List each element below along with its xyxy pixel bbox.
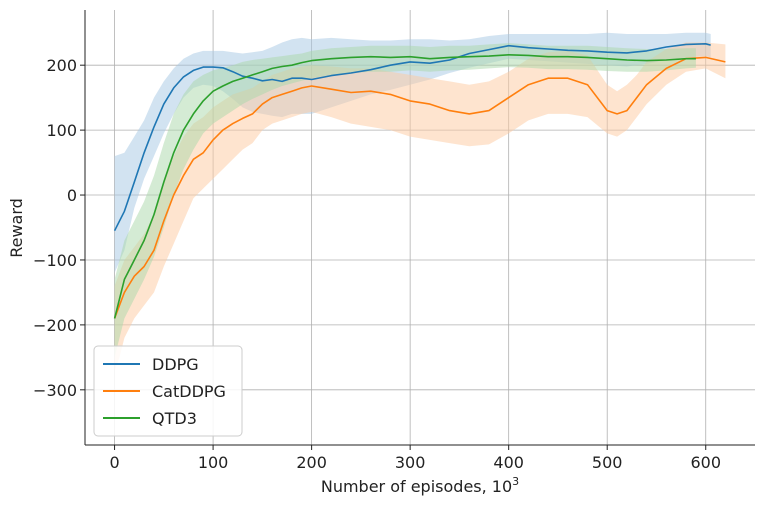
legend-box [93,345,243,437]
y-tick-label: −100 [33,251,77,270]
y-tick-label: 0 [67,186,77,205]
catddpg-line [113,56,726,319]
legend-label-qtd3: QTD3 [152,409,197,428]
y-axis-title: Reward [7,198,26,258]
ddpg-line [113,42,711,232]
x-tick-label: 200 [296,453,327,472]
x-tick-label: 100 [198,453,229,472]
legend: DDPG CatDDPG QTD3 [93,345,243,437]
tick-labels: 0 100 200 300 400 500 600 −300 −200 −100 0 100 200 [33,56,721,472]
axes [80,10,755,450]
qtd3-line [113,53,696,319]
y-tick-label: 100 [46,121,77,140]
x-tick-label: 400 [493,453,524,472]
x-tick-label: 500 [592,453,623,472]
series-lines [113,42,726,319]
legend-label-ddpg: DDPG [152,355,199,374]
x-tick-label: 0 [109,453,119,472]
confidence-bands [114,32,726,371]
x-tick-label: 300 [395,453,426,472]
x-tick-label: 600 [690,453,721,472]
y-tick-label: −200 [33,316,77,335]
x-axis-title: Number of episodes, 103 [321,475,519,496]
legend-label-catddpg: CatDDPG [152,382,226,401]
catddpg-band [114,42,726,371]
y-tick-label: 200 [46,56,77,75]
y-tick-label: −300 [33,381,77,400]
